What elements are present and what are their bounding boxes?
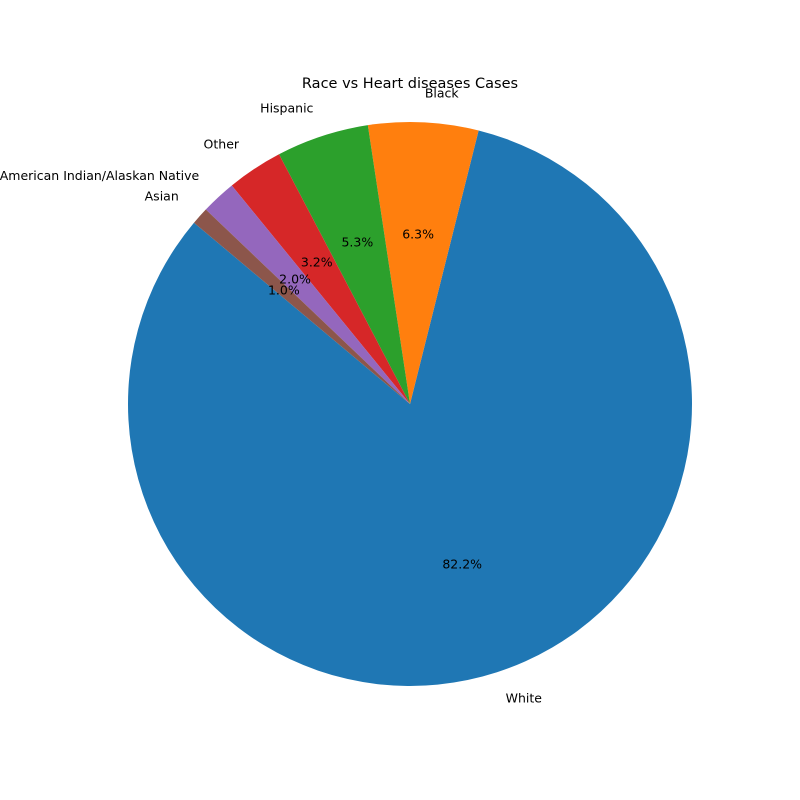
pct-label-white: 82.2%	[442, 556, 482, 571]
slice-label-white: White	[506, 691, 543, 706]
pie-slice-other	[231, 154, 410, 404]
chart-title: Race vs Heart diseases Cases	[302, 76, 518, 92]
pct-label-black: 6.3%	[402, 226, 434, 241]
pct-label-american-indian-alaskan-native: 2.0%	[279, 271, 311, 286]
slice-label-hispanic: Hispanic	[260, 101, 313, 116]
pct-label-hispanic: 5.3%	[341, 235, 373, 250]
pct-label-asian: 1.0%	[268, 283, 300, 298]
pie-labels: White 82.2% Black 6.3% Hispanic 5.3% Other 3.2%…	[0, 86, 542, 706]
pct-label-other: 3.2%	[301, 254, 333, 269]
slice-label-american-indian-alaskan-native: American Indian/Alaskan Native	[0, 168, 200, 183]
slice-label-black: Black	[425, 86, 460, 101]
slice-label-asian: Asian	[145, 189, 179, 204]
pie-slice-hispanic	[279, 125, 410, 404]
pie-slice-black	[367, 121, 479, 404]
slice-label-other: Other	[204, 137, 240, 152]
pie-slice-asian	[193, 209, 410, 404]
pie-slice-american-indian-alaskan-native	[205, 185, 410, 404]
pie-slice-white	[127, 130, 693, 687]
pie-slices	[127, 121, 693, 687]
